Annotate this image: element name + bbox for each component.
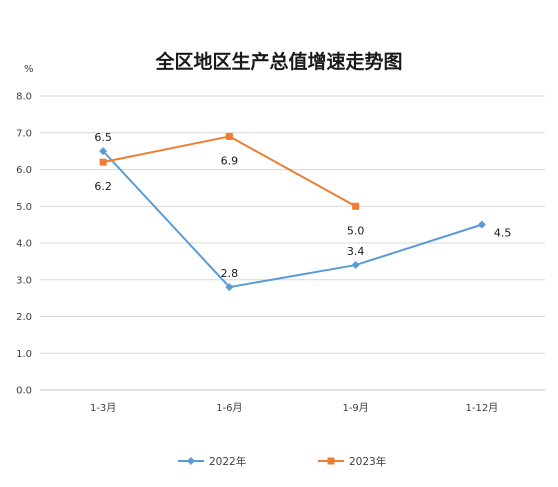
data-label: 5.0 [347, 224, 365, 237]
y-tick-label: 0.0 [16, 386, 32, 397]
data-label: 2.8 [221, 267, 239, 280]
square-marker [352, 202, 360, 210]
y-tick-label: 5.0 [16, 202, 32, 213]
axis-ticks: 0.0 1.0 2.0 3.0 4.0 5.0 6.0 7.0 8.0 1-3月 1-6月 1-9月 1… [16, 92, 498, 415]
x-tick-label: 1-9月 [342, 402, 368, 414]
diamond-marker [351, 261, 360, 270]
legend-label: 2022年 [209, 455, 246, 468]
x-tick-label: 1-6月 [216, 402, 242, 414]
data-label: 6.2 [94, 180, 112, 193]
square-marker [327, 457, 335, 465]
y-tick-label: 1.0 [16, 349, 32, 360]
legend-label: 2023年 [349, 455, 386, 468]
diamond-marker [477, 220, 486, 229]
series-lines [99, 132, 486, 292]
data-label: 6.9 [221, 154, 239, 167]
y-tick-label: 2.0 [16, 312, 32, 323]
series-line-2022年 [102, 150, 483, 289]
data-label: 3.4 [347, 245, 365, 258]
chart-title: 全区地区生产总值增速走势图 [154, 50, 402, 73]
data-label: 6.5 [94, 131, 112, 144]
x-tick-label: 1-12月 [466, 402, 499, 414]
y-unit-label: % [24, 64, 34, 75]
y-tick-label: 6.0 [16, 165, 32, 176]
gridlines [40, 95, 545, 391]
x-tick-label: 1-3月 [90, 402, 116, 414]
diamond-marker [225, 283, 234, 292]
y-tick-label: 8.0 [16, 92, 32, 103]
series-line-2023年 [102, 135, 357, 208]
square-marker [225, 132, 233, 140]
y-tick-label: 3.0 [16, 275, 32, 286]
data-label: 4.5 [494, 227, 512, 240]
diamond-marker [99, 147, 108, 156]
square-marker [99, 158, 107, 166]
legend: 2022年 2023年 [178, 455, 386, 468]
y-tick-label: 7.0 [16, 128, 32, 139]
y-tick-label: 4.0 [16, 239, 32, 250]
data-labels: 6.5 2.8 3.4 4.5 6.2 6.9 5.0 [94, 131, 511, 280]
diamond-marker [187, 457, 195, 465]
